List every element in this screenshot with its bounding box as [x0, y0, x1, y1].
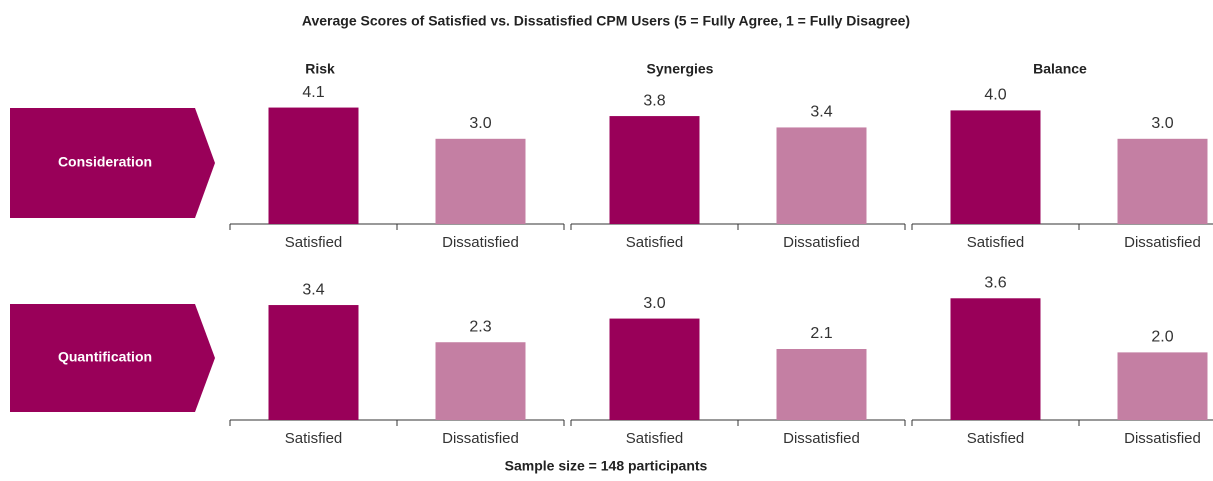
x-tick-label: Satisfied [626, 234, 684, 251]
x-tick-label: Dissatisfied [783, 234, 860, 251]
value-label: 3.0 [643, 295, 665, 312]
bar [268, 305, 359, 420]
row-label: Quantification [58, 349, 152, 365]
x-tick-label: Dissatisfied [442, 234, 519, 251]
x-tick-label: Dissatisfied [783, 430, 860, 447]
bar [609, 318, 700, 420]
value-label: 3.0 [469, 115, 491, 132]
value-label: 2.1 [810, 325, 832, 342]
x-tick-label: Satisfied [285, 430, 343, 447]
bar [950, 298, 1041, 420]
x-tick-label: Satisfied [967, 234, 1025, 251]
value-label: 3.0 [1151, 115, 1173, 132]
bar [950, 110, 1041, 224]
bar [1117, 352, 1208, 420]
row-label: Consideration [58, 154, 152, 170]
x-tick-label: Dissatisfied [442, 430, 519, 447]
row-arrow [10, 108, 215, 218]
value-label: 3.6 [984, 275, 1006, 292]
x-tick-label: Dissatisfied [1124, 234, 1201, 251]
value-label: 3.4 [302, 281, 324, 298]
bar [776, 349, 867, 420]
chart-title: Average Scores of Satisfied vs. Dissatis… [302, 13, 910, 29]
value-label: 3.8 [643, 92, 665, 109]
value-label: 2.3 [469, 318, 491, 335]
x-tick-label: Satisfied [967, 430, 1025, 447]
bar [435, 138, 526, 224]
x-tick-label: Satisfied [285, 234, 343, 251]
value-label: 2.0 [1151, 329, 1173, 346]
value-label: 4.0 [984, 87, 1006, 104]
value-label: 3.4 [810, 104, 832, 121]
value-label: 4.1 [302, 84, 324, 101]
row-arrow [10, 304, 215, 412]
bar [435, 342, 526, 420]
bar [268, 107, 359, 224]
x-tick-label: Dissatisfied [1124, 430, 1201, 447]
footnote: Sample size = 148 participants [505, 458, 708, 474]
column-title: Balance [1033, 61, 1087, 77]
bar [1117, 138, 1208, 224]
bar [609, 116, 700, 224]
column-title: Risk [305, 61, 335, 77]
bar [776, 127, 867, 224]
x-tick-label: Satisfied [626, 430, 684, 447]
column-title: Synergies [647, 61, 714, 77]
